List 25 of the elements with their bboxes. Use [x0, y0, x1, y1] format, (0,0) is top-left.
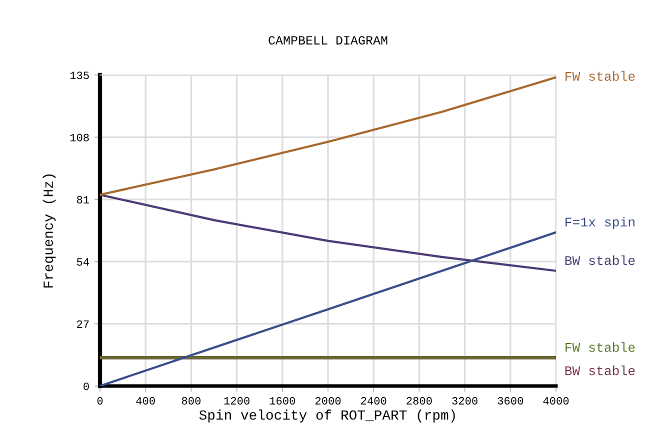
x-axis-title: Spin velocity of ROT_PART (rpm) — [199, 410, 455, 422]
y-tick-label: 81 — [76, 196, 90, 204]
y-tick-label: 135 — [70, 72, 89, 80]
y-axis-title: Frequency (Hz) — [42, 174, 56, 288]
x-tick-label: 2000 — [315, 397, 341, 405]
chart-title: CAMPBELL DIAGRAM — [268, 36, 388, 45]
x-tick-label: 4000 — [543, 397, 569, 405]
x-tick-label: 2400 — [361, 397, 386, 405]
series-label: FW stable — [566, 71, 635, 81]
series-label: BW stable — [565, 366, 635, 376]
y-tick-label: 54 — [76, 258, 90, 266]
x-tick-label: 3200 — [452, 397, 478, 405]
series-label: BW stable — [565, 255, 635, 266]
x-tick-label: 3600 — [498, 397, 524, 405]
x-tick-label: 2800 — [406, 397, 432, 405]
x-tick-label: 1200 — [224, 397, 250, 405]
y-tick-label: 108 — [70, 134, 89, 142]
series-label: FW stable — [566, 342, 635, 352]
x-tick-label: 0 — [97, 397, 103, 405]
y-tick-label: 0 — [84, 382, 89, 390]
x-tick-label: 400 — [136, 397, 155, 405]
series-label: F=1x spin — [566, 216, 634, 230]
x-tick-label: 800 — [182, 397, 201, 405]
y-tick-label: 27 — [77, 320, 89, 328]
x-tick-label: 1600 — [270, 397, 296, 405]
